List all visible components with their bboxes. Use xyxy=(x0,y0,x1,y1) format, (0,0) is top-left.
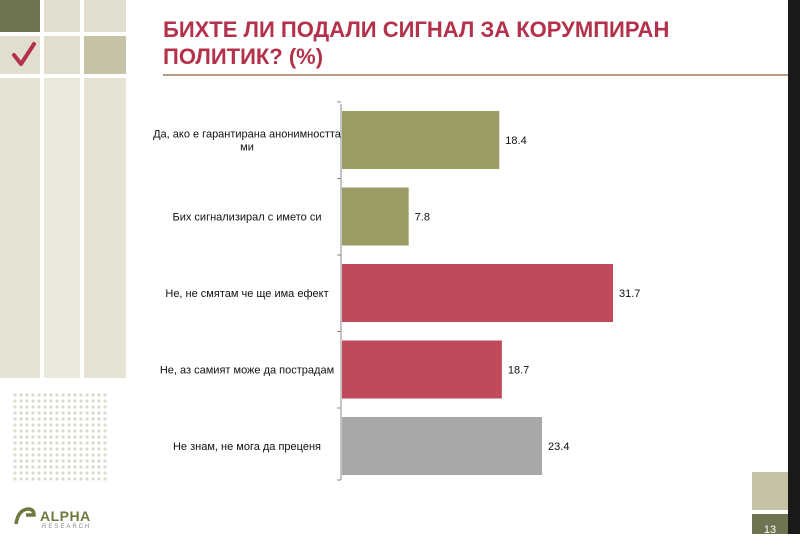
value-label-4: 18.7 xyxy=(508,365,529,377)
page-number: 13 xyxy=(763,524,777,536)
bar-3 xyxy=(342,264,613,322)
tile-light xyxy=(84,0,126,32)
dot-pattern xyxy=(12,392,108,482)
category-label-line: Бих сигнализирал с името си xyxy=(173,212,322,224)
category-label-4: Не, аз самият може да пострадам xyxy=(160,365,334,377)
tile-column xyxy=(84,78,126,378)
value-label-3: 31.7 xyxy=(619,288,640,300)
bar-5 xyxy=(342,417,543,475)
category-label-line: Не, не смятам че ще има ефект xyxy=(165,288,328,300)
logo-subtext: RESEARCH xyxy=(42,524,92,530)
logo-icon xyxy=(14,507,36,525)
category-label-line: Не, аз самият може да пострадам xyxy=(160,365,334,377)
checkmark-icon xyxy=(12,42,36,66)
value-label-1: 18.4 xyxy=(505,135,526,147)
page-title: БИХТЕ ЛИ ПОДАЛИ СИГНАЛ ЗА КОРУМПИРАН ПОЛ… xyxy=(163,16,723,70)
category-label-line: ми xyxy=(240,142,254,154)
category-label-1: Да, ако е гарантирана анонимността ми xyxy=(153,129,342,154)
tile-light xyxy=(44,36,80,74)
sidebar-decoration xyxy=(0,0,126,534)
tile-tan xyxy=(752,472,788,510)
title-line-1: БИХТЕ ЛИ ПОДАЛИ СИГНАЛ ЗА КОРУМПИРАН xyxy=(163,17,670,42)
logo-text: ALPHA xyxy=(40,508,91,524)
tile-tan xyxy=(84,36,126,74)
tile-dark xyxy=(752,514,788,534)
tile-light xyxy=(44,0,80,32)
category-label-line: Да, ако е гарантирана анонимността xyxy=(153,129,342,141)
tile-dark xyxy=(0,0,40,32)
bar-4 xyxy=(342,340,502,399)
category-label-5: Не знам, не мога да преценя xyxy=(173,441,321,453)
bar-2 xyxy=(342,187,409,246)
value-label-5: 23.4 xyxy=(548,441,569,453)
title-line-2: ПОЛИТИК? (%) xyxy=(163,44,324,69)
category-label-line: Не знам, не мога да преценя xyxy=(173,441,321,453)
category-label-2: Бих сигнализирал с името си xyxy=(173,212,322,224)
window-edge xyxy=(788,0,800,534)
tile-column xyxy=(44,78,80,378)
category-label-3: Не, не смятам че ще има ефект xyxy=(165,288,328,300)
bar-1 xyxy=(342,111,500,169)
title-divider xyxy=(163,74,800,76)
tile-column xyxy=(0,78,40,378)
value-label-2: 7.8 xyxy=(415,212,430,224)
